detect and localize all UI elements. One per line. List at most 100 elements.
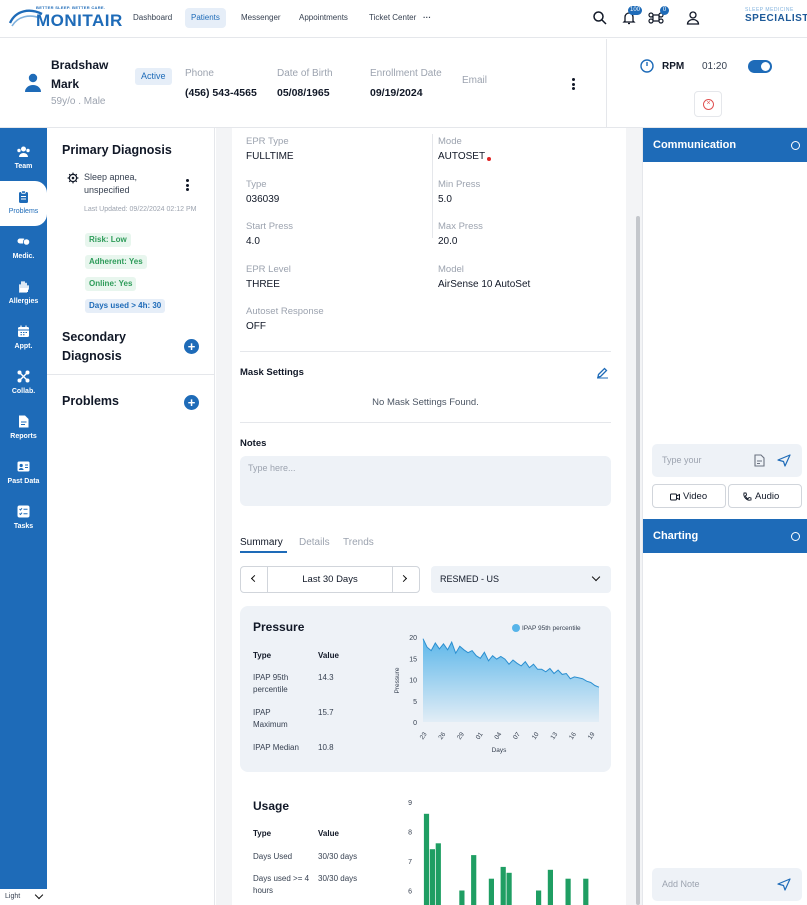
add-note-input[interactable]: Add Note [652,868,802,901]
pressure-row-value: 15.7 [318,708,334,717]
dob-value: 05/08/1965 [277,87,330,99]
autoset-response-value: OFF [246,321,266,332]
send-icon[interactable] [777,454,791,467]
sidebar-item-team[interactable]: Team [0,136,47,181]
sidebar-item-collab[interactable]: Collab. [0,361,47,406]
epr-type-label: EPR Type [246,136,289,147]
stop-timer-button[interactable]: × [694,91,722,117]
legend-label: IPAP 95th percentile [522,625,581,632]
user-profile-icon[interactable] [685,10,701,26]
patient-age-sex: 59y/o . Male [51,96,106,107]
x-tick-label: 26 [437,731,447,741]
epr-type-value: FULLTIME [246,151,294,162]
gear-icon [67,172,79,184]
sidebar-item-tasks[interactable]: Tasks [0,496,47,541]
patient-avatar-icon [25,73,41,92]
max-press-value: 20.0 [438,236,458,247]
x-tick-label: 19 [587,731,597,741]
nav-messenger[interactable]: Messenger [241,13,281,22]
tasks-icon [17,505,30,518]
main-scrollbar[interactable] [636,216,640,905]
tab-trends[interactable]: Trends [343,537,374,548]
diagnosis-more-menu-icon[interactable] [186,179,189,193]
chevron-left-icon [250,574,259,583]
audio-call-label: Audio [755,491,780,502]
usage-row-value: 30/30 days [318,874,358,883]
tab-details[interactable]: Details [299,537,330,548]
phone-label: Phone [185,68,214,79]
theme-selector[interactable]: Light [0,889,47,905]
notes-textarea[interactable]: Type here... [240,456,611,506]
type-value: 036039 [246,193,280,205]
sidebar-item-past-data[interactable]: Past Data [0,451,47,496]
data-source-select[interactable]: RESMED - US [431,566,611,593]
y-tick-label: 0 [413,720,417,727]
sidebar-item-label: Tasks [13,523,34,530]
patient-more-menu-icon[interactable] [572,78,575,92]
nav-ticket-center[interactable]: Ticket Center [369,13,417,22]
sidebar-item-label: Past Data [7,478,40,485]
y-tick-label: 8 [408,830,412,837]
start-press-value: 4.0 [246,236,260,247]
sidebar-item-problems[interactable]: Problems [0,181,47,226]
video-call-button[interactable]: Video [652,484,726,508]
model-value: AirSense 10 AutoSet [438,278,531,290]
nav-dashboard[interactable]: Dashboard [133,13,173,22]
usage-bar [583,878,589,905]
mode-value: AUTOSET [438,151,486,162]
rpm-toggle[interactable] [748,60,772,73]
risk-tag: Risk: Low [85,233,131,247]
usage-bar [488,878,494,905]
sidebar-item-medic[interactable]: Medic. [0,226,47,271]
next-range-button[interactable] [392,567,419,592]
audio-call-button[interactable]: Audio [728,484,802,508]
collapse-icon[interactable] [791,141,800,150]
add-problem-button[interactable]: + [184,395,199,410]
rpm-label: RPM [662,61,685,72]
data-source-value: RESMED - US [440,574,500,584]
sidebar-item-appt[interactable]: Appt. [0,316,47,361]
shortcuts-badge: 0 [660,6,669,15]
usage-bar [536,890,542,905]
nav-patients[interactable]: Patients [185,8,226,28]
x-tick-label: 16 [568,731,578,741]
tab-summary[interactable]: Summary [240,537,283,548]
notifications-button[interactable]: 100 [621,6,642,26]
shortcuts-button[interactable]: 0 [648,6,669,26]
collapse-icon[interactable] [791,532,800,541]
dob-label: Date of Birth [277,68,333,79]
y-tick-label: 6 [408,889,412,896]
logo-swoosh-icon [8,9,43,27]
communication-header[interactable]: Communication [643,128,807,162]
search-icon[interactable] [592,10,608,26]
partner-logo-small-text: SLEEP MEDICINE [745,7,794,13]
charting-header[interactable]: Charting [643,519,807,553]
mask-settings-empty: No Mask Settings Found. [372,397,479,408]
sidebar-item-reports[interactable]: Reports [0,406,47,451]
usage-bar [506,872,512,905]
edit-icon[interactable] [596,366,609,379]
message-input[interactable]: Type your [652,444,802,477]
x-tick-label: 13 [549,731,559,741]
patient-last-name: Mark [51,77,80,91]
sidebar-item-label: Problems [8,208,39,215]
secondary-diagnosis-title: Secondary Diagnosis [62,330,126,363]
x-tick-label: 23 [419,731,429,741]
nav-more-icon[interactable]: ··· [423,13,431,22]
chevron-down-icon [34,890,44,900]
right-panel: Communication Type your Video Audio Char… [642,128,807,905]
email-label: Email [462,75,488,86]
add-secondary-diagnosis-button[interactable]: + [184,339,199,354]
pressure-row-type: IPAP Median [253,743,299,752]
chevron-right-icon [399,574,408,583]
phone-icon [743,492,752,501]
timer-icon [640,59,654,73]
send-icon[interactable] [777,878,791,891]
usage-col-type: Type [253,829,272,838]
legend-swatch [512,624,520,632]
monitair-logo[interactable]: BETTER SLEEP. BETTER CARE. MONITAIR [8,4,122,34]
nav-appointments[interactable]: Appointments [299,13,348,22]
sidebar-item-allergies[interactable]: Allergies [0,271,47,316]
previous-range-button[interactable] [241,567,268,592]
attach-file-icon[interactable] [753,454,765,467]
